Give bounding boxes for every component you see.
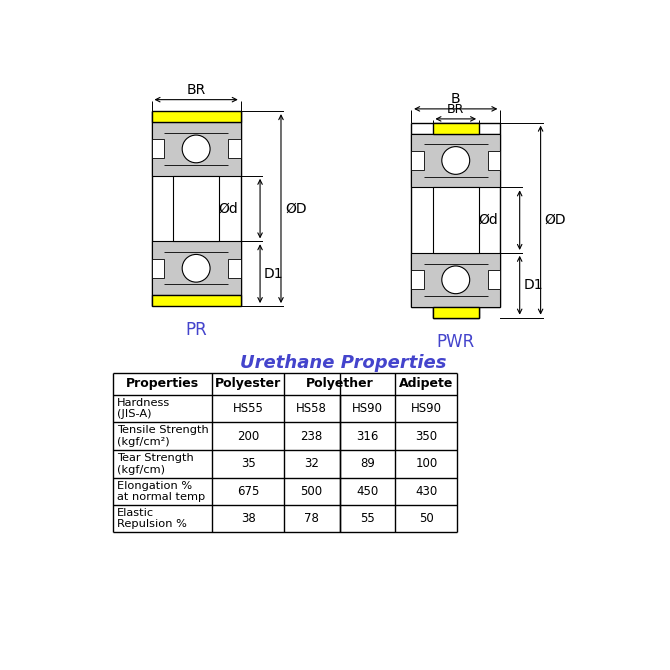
Text: Polyether: Polyether <box>306 377 373 391</box>
Text: 55: 55 <box>360 512 375 525</box>
Text: 675: 675 <box>237 485 259 498</box>
Text: PWR: PWR <box>437 333 475 351</box>
Text: 35: 35 <box>241 458 255 470</box>
Bar <box>151 122 241 176</box>
Bar <box>488 271 500 289</box>
Bar <box>411 151 423 170</box>
Text: D1: D1 <box>264 267 283 281</box>
Text: Ød: Ød <box>478 213 498 227</box>
Text: B: B <box>451 92 460 106</box>
Text: Polyester: Polyester <box>215 377 281 391</box>
Text: ØD: ØD <box>285 202 306 216</box>
Bar <box>151 295 241 306</box>
Text: 316: 316 <box>356 429 379 443</box>
Text: 450: 450 <box>356 485 379 498</box>
Text: HS90: HS90 <box>411 402 442 415</box>
Text: 430: 430 <box>415 485 438 498</box>
Bar <box>433 307 479 318</box>
Text: Elongation %
at normal temp: Elongation % at normal temp <box>117 481 205 502</box>
Bar <box>228 139 241 158</box>
Bar <box>151 111 241 122</box>
Text: HS55: HS55 <box>232 402 263 415</box>
Text: BR: BR <box>186 82 206 96</box>
Bar <box>151 241 241 295</box>
Text: 100: 100 <box>415 458 438 470</box>
Circle shape <box>182 135 210 163</box>
Text: Tear Strength
(kgf/cm): Tear Strength (kgf/cm) <box>117 453 194 474</box>
Text: D1: D1 <box>523 278 543 292</box>
Text: Adipete: Adipete <box>399 377 454 391</box>
Text: 238: 238 <box>300 429 323 443</box>
Bar <box>411 271 423 289</box>
Text: BR: BR <box>447 103 464 116</box>
Bar <box>411 253 500 307</box>
Bar <box>433 123 479 133</box>
Circle shape <box>442 147 470 174</box>
Text: Tensile Strength
(kgf/cm²): Tensile Strength (kgf/cm²) <box>117 425 209 447</box>
Text: HS58: HS58 <box>296 402 327 415</box>
Text: 50: 50 <box>419 512 433 525</box>
Bar <box>151 259 164 277</box>
Bar <box>173 176 219 241</box>
Text: Elastic
Repulsion %: Elastic Repulsion % <box>117 508 187 529</box>
Text: PR: PR <box>185 322 207 340</box>
Text: 350: 350 <box>415 429 438 443</box>
Text: Hardness
(JIS-A): Hardness (JIS-A) <box>117 397 170 419</box>
Text: 32: 32 <box>304 458 319 470</box>
Bar <box>228 259 241 277</box>
Text: ØD: ØD <box>545 213 566 227</box>
Bar <box>488 151 500 170</box>
Bar <box>151 139 164 158</box>
Text: Properties: Properties <box>126 377 200 391</box>
Bar <box>433 188 479 253</box>
Text: HS90: HS90 <box>352 402 383 415</box>
Text: Urethane Properties: Urethane Properties <box>240 354 447 372</box>
Text: 89: 89 <box>360 458 375 470</box>
Text: 38: 38 <box>241 512 255 525</box>
Circle shape <box>442 266 470 293</box>
Circle shape <box>182 255 210 282</box>
Text: 78: 78 <box>304 512 319 525</box>
Text: Ød: Ød <box>218 202 239 216</box>
Text: 200: 200 <box>237 429 259 443</box>
Text: 500: 500 <box>301 485 323 498</box>
Bar <box>411 133 500 188</box>
